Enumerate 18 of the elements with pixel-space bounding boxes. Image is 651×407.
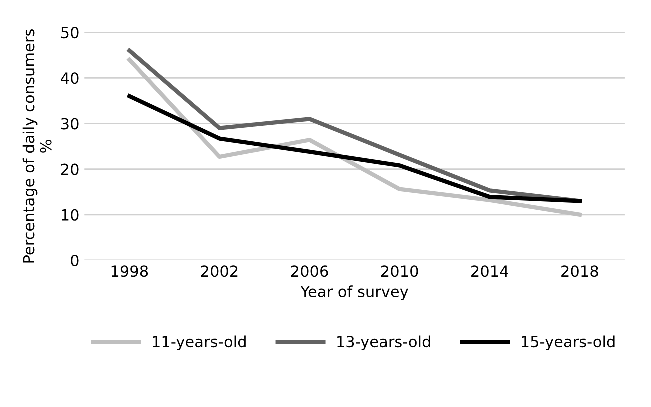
- y-tick-label: 30: [61, 118, 79, 130]
- y-tick-label: 20: [61, 164, 79, 176]
- x-tick-label: 1998: [112, 266, 148, 278]
- y-tick-label: 50: [62, 27, 79, 39]
- x-tick-label: 2006: [291, 266, 328, 278]
- x-tick-label: 2010: [382, 266, 418, 278]
- legend-label: 11-years-old: [153, 336, 246, 351]
- legend-label: 13-years-old: [338, 336, 430, 351]
- line-series: [128, 94, 582, 204]
- x-tick-label: 2018: [562, 266, 598, 278]
- x-axis-title: Year of survey: [300, 286, 408, 300]
- y-axis-title: Percentage of daily consumers %: [22, 30, 52, 263]
- legend-label: 15-years-old: [522, 336, 615, 351]
- y-tick-label: 0: [71, 254, 79, 266]
- x-tick-label: 2002: [201, 266, 238, 278]
- y-tick-label: 10: [62, 209, 79, 221]
- y-tick-label: 40: [61, 72, 79, 84]
- x-tick-label: 2014: [472, 266, 508, 278]
